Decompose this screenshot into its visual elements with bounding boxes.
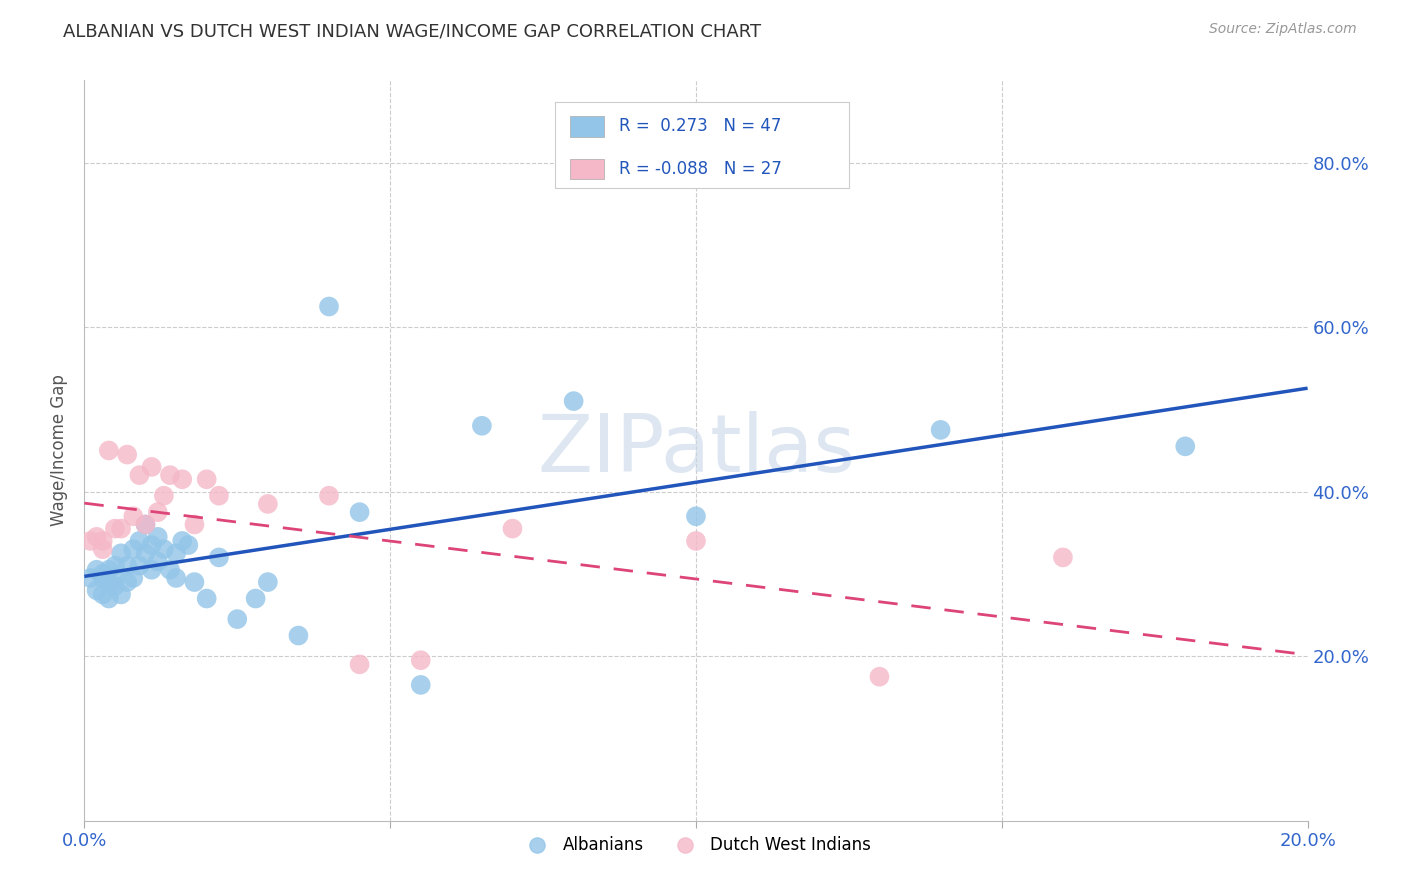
Point <box>91 566 114 581</box>
Point <box>685 533 707 548</box>
Point <box>86 530 108 544</box>
Point <box>165 571 187 585</box>
Point <box>172 533 194 548</box>
Point <box>1174 439 1197 453</box>
Point <box>159 563 181 577</box>
Point <box>110 522 132 536</box>
Point <box>141 459 163 474</box>
Point <box>146 530 169 544</box>
Point <box>172 472 194 486</box>
Point <box>91 571 114 585</box>
FancyBboxPatch shape <box>555 103 849 187</box>
Point <box>104 579 127 593</box>
Point <box>159 468 181 483</box>
Point <box>183 517 205 532</box>
Point <box>409 678 432 692</box>
Point <box>104 571 127 585</box>
Point <box>257 575 280 590</box>
Point <box>104 558 127 573</box>
Point <box>208 550 231 565</box>
Point <box>183 575 205 590</box>
Point <box>91 542 114 557</box>
Point <box>79 571 101 585</box>
Legend: Albanians, Dutch West Indians: Albanians, Dutch West Indians <box>515 829 877 861</box>
FancyBboxPatch shape <box>569 159 605 179</box>
Text: ZIPatlas: ZIPatlas <box>537 411 855 490</box>
Point <box>226 612 249 626</box>
Point <box>685 509 707 524</box>
Point <box>257 497 280 511</box>
Point <box>208 489 231 503</box>
Point <box>929 423 952 437</box>
Point <box>135 517 157 532</box>
Point <box>349 657 371 672</box>
Point <box>97 563 120 577</box>
Point <box>153 542 176 557</box>
Text: R =  0.273   N = 47: R = 0.273 N = 47 <box>619 118 782 136</box>
Point <box>91 587 114 601</box>
Point <box>79 533 101 548</box>
Text: R = -0.088   N = 27: R = -0.088 N = 27 <box>619 160 782 178</box>
Point <box>115 448 138 462</box>
Point <box>86 563 108 577</box>
Point <box>1052 550 1074 565</box>
Point <box>562 394 585 409</box>
Point <box>146 505 169 519</box>
Point <box>135 517 157 532</box>
Point <box>110 546 132 560</box>
Point <box>177 538 200 552</box>
Point <box>115 575 138 590</box>
Point <box>97 575 120 590</box>
Point <box>135 546 157 560</box>
Point <box>128 533 150 548</box>
Point <box>97 443 120 458</box>
Point <box>128 468 150 483</box>
Point <box>141 563 163 577</box>
Point <box>318 489 340 503</box>
Text: Source: ZipAtlas.com: Source: ZipAtlas.com <box>1209 22 1357 37</box>
Point <box>409 653 432 667</box>
Point <box>146 554 169 569</box>
Point <box>195 472 218 486</box>
Point <box>349 505 371 519</box>
Point <box>128 558 150 573</box>
Y-axis label: Wage/Income Gap: Wage/Income Gap <box>51 375 69 526</box>
Point <box>153 489 176 503</box>
Point <box>245 591 267 606</box>
Point <box>195 591 218 606</box>
Point <box>97 591 120 606</box>
Point <box>91 533 114 548</box>
Point <box>869 670 891 684</box>
Point <box>165 546 187 560</box>
Point <box>318 300 340 314</box>
Point <box>122 509 145 524</box>
Point <box>86 583 108 598</box>
Text: ALBANIAN VS DUTCH WEST INDIAN WAGE/INCOME GAP CORRELATION CHART: ALBANIAN VS DUTCH WEST INDIAN WAGE/INCOM… <box>63 22 762 40</box>
Point <box>287 628 309 642</box>
Point <box>471 418 494 433</box>
Point <box>502 522 524 536</box>
Point <box>115 558 138 573</box>
Point <box>110 587 132 601</box>
Point <box>104 522 127 536</box>
FancyBboxPatch shape <box>569 116 605 136</box>
Point <box>122 542 145 557</box>
Point <box>141 538 163 552</box>
Point <box>122 571 145 585</box>
